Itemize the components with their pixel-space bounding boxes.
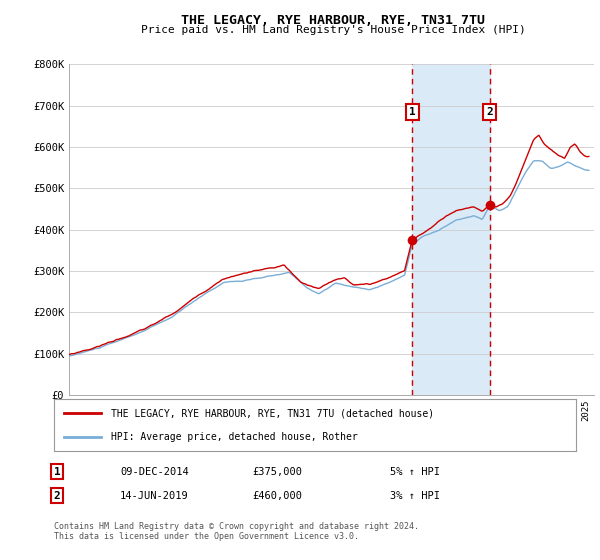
Text: 14-JUN-2019: 14-JUN-2019 [120, 491, 189, 501]
Text: Contains HM Land Registry data © Crown copyright and database right 2024.
This d: Contains HM Land Registry data © Crown c… [54, 522, 419, 542]
Text: £460,000: £460,000 [252, 491, 302, 501]
Text: 3% ↑ HPI: 3% ↑ HPI [390, 491, 440, 501]
Text: 2: 2 [487, 108, 493, 117]
Text: 09-DEC-2014: 09-DEC-2014 [120, 466, 189, 477]
Text: Price paid vs. HM Land Registry's House Price Index (HPI): Price paid vs. HM Land Registry's House … [140, 25, 526, 35]
Text: 1: 1 [409, 108, 416, 117]
Text: THE LEGACY, RYE HARBOUR, RYE, TN31 7TU: THE LEGACY, RYE HARBOUR, RYE, TN31 7TU [181, 14, 485, 27]
Text: 1: 1 [53, 466, 61, 477]
Text: 5% ↑ HPI: 5% ↑ HPI [390, 466, 440, 477]
Text: THE LEGACY, RYE HARBOUR, RYE, TN31 7TU (detached house): THE LEGACY, RYE HARBOUR, RYE, TN31 7TU (… [112, 408, 434, 418]
Text: £375,000: £375,000 [252, 466, 302, 477]
Bar [412, 64, 490, 395]
Text: HPI: Average price, detached house, Rother: HPI: Average price, detached house, Roth… [112, 432, 358, 442]
Text: 2: 2 [53, 491, 61, 501]
